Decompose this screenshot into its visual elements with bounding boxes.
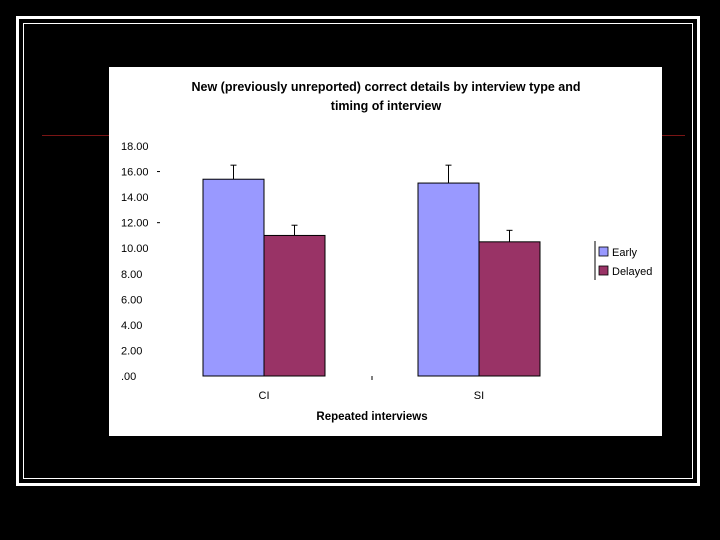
chart-panel: New (previously unreported) correct deta… [109, 67, 662, 436]
legend-swatch-delayed [598, 265, 609, 276]
slide-outer-border [16, 16, 700, 486]
chart-title-line-1: New (previously unreported) correct deta… [192, 80, 581, 94]
y-tick-label: 10.00 [121, 243, 149, 255]
x-axis-title: Repeated interviews [316, 411, 427, 423]
y-tick-label: 4.00 [121, 320, 142, 332]
bar-early-ci [202, 178, 265, 377]
y-tick-label: 8.00 [121, 269, 142, 281]
legend-label-delayed: Delayed [612, 266, 652, 278]
bar-delayed-si [478, 241, 541, 377]
y-tick-label: 2.00 [121, 345, 142, 357]
y-tick-label: 14.00 [121, 192, 149, 204]
legend-label-early: Early [612, 247, 638, 259]
plot-area: 18.00 16.00 14.00 12.00 10.00 8.00 6.00 4.00 2.0… [121, 141, 652, 402]
y-tick-label: 6.00 [121, 294, 142, 306]
bar-chart: New (previously unreported) correct deta… [121, 80, 652, 423]
chart-title-line-2: timing of interview [331, 99, 442, 113]
y-tick-label: 18.00 [121, 141, 149, 153]
slide-inner-border [23, 23, 693, 479]
legend-swatch-early [598, 246, 609, 257]
y-tick-label: 16.00 [121, 167, 149, 179]
x-category-label: SI [474, 390, 484, 402]
bar-early-si [417, 182, 480, 377]
y-tick-label: 12.00 [121, 218, 149, 230]
bar-delayed-ci [263, 234, 326, 377]
y-tick-label: .00 [121, 371, 136, 383]
x-category-label: CI [259, 390, 270, 402]
